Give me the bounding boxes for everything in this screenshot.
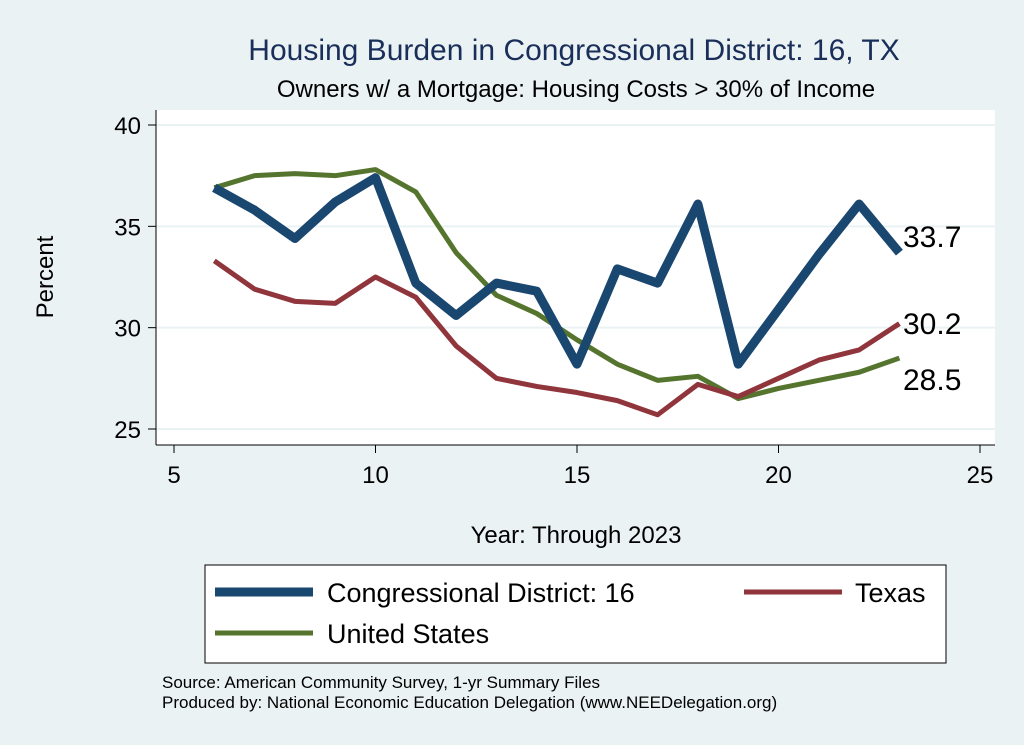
legend-label-us: United States [327, 619, 489, 649]
legend-label-district: Congressional District: 16 [327, 578, 635, 608]
series-line [212, 173, 903, 369]
end-labels: 33.7 30.2 28.5 [903, 221, 961, 397]
y-axis-label: Percent [32, 235, 59, 318]
y-tick-label: 30 [114, 316, 141, 343]
x-tick-label: 25 [967, 462, 994, 489]
x-tick-label: 5 [167, 462, 180, 489]
legend-box [204, 564, 947, 664]
x-tick-label: 20 [765, 462, 792, 489]
y-tick-label: 40 [114, 113, 141, 140]
y-tick-label: 35 [114, 214, 141, 241]
plot-area [156, 110, 995, 445]
x-tick-label: 10 [362, 462, 389, 489]
series-end-label: 33.7 [903, 221, 961, 254]
series-end-label: 28.5 [903, 364, 961, 397]
produced-note: Produced by: National Economic Education… [162, 693, 777, 712]
y-axis-ticks: 25 30 35 40 [114, 113, 156, 444]
series-end-label: 30.2 [903, 308, 961, 341]
chart-subtitle: Owners w/ a Mortgage: Housing Costs > 30… [277, 76, 875, 103]
chart-title: Housing Burden in Congressional District… [248, 34, 899, 67]
legend-label-texas: Texas [855, 578, 926, 608]
grid-lines [156, 124, 995, 430]
x-tick-label: 15 [564, 462, 591, 489]
x-axis-label: Year: Through 2023 [471, 522, 682, 549]
y-tick-label: 25 [114, 417, 141, 444]
series-line [212, 258, 901, 418]
x-axis-ticks: 5 10 15 20 25 [167, 445, 993, 489]
series-lines [212, 167, 903, 418]
source-note: Source: American Community Survey, 1-yr … [162, 673, 600, 692]
